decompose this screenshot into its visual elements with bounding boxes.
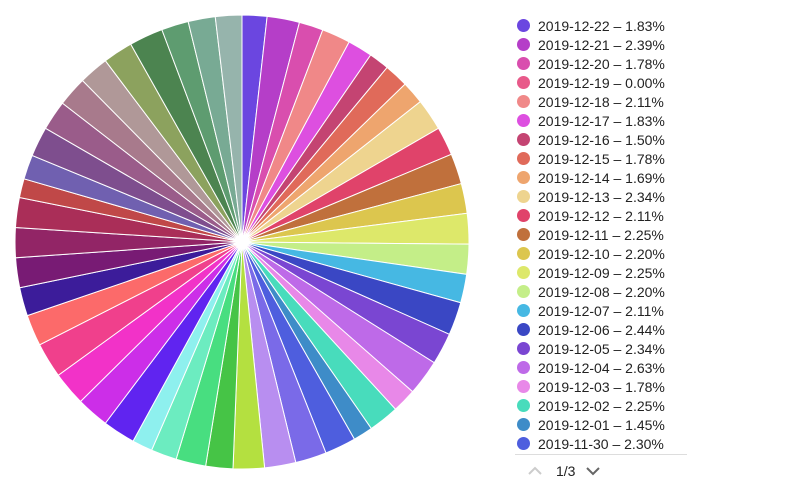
- legend-item[interactable]: 2019-12-22 – 1.83%: [515, 16, 690, 35]
- legend-swatch: [517, 76, 530, 89]
- legend-item[interactable]: 2019-12-11 – 2.25%: [515, 225, 690, 244]
- legend-label: 2019-12-14 – 1.69%: [538, 169, 665, 186]
- pie-chart: [14, 14, 470, 470]
- legend-item[interactable]: 2019-12-15 – 1.78%: [515, 149, 690, 168]
- legend-item[interactable]: 2019-12-19 – 0.00%: [515, 73, 690, 92]
- legend-divider: [515, 454, 687, 455]
- legend-swatch: [517, 190, 530, 203]
- legend-label: 2019-12-12 – 2.11%: [538, 207, 664, 224]
- legend-swatch: [517, 19, 530, 32]
- legend-swatch: [517, 57, 530, 70]
- legend-label: 2019-12-01 – 1.45%: [538, 416, 665, 433]
- legend-item[interactable]: 2019-12-06 – 2.44%: [515, 320, 690, 339]
- legend-label: 2019-12-20 – 1.78%: [538, 55, 665, 72]
- legend-label: 2019-12-11 – 2.25%: [538, 226, 664, 243]
- legend-item[interactable]: 2019-12-14 – 1.69%: [515, 168, 690, 187]
- legend-swatch: [517, 228, 530, 241]
- legend-label: 2019-12-06 – 2.44%: [538, 321, 665, 338]
- legend-item[interactable]: 2019-12-09 – 2.25%: [515, 263, 690, 282]
- legend-item[interactable]: 2019-12-20 – 1.78%: [515, 54, 690, 73]
- legend-label: 2019-12-03 – 1.78%: [538, 378, 665, 395]
- legend-swatch: [517, 133, 530, 146]
- legend-swatch: [517, 38, 530, 51]
- legend-item[interactable]: 2019-12-07 – 2.11%: [515, 301, 690, 320]
- legend-swatch: [517, 171, 530, 184]
- legend-swatch: [517, 342, 530, 355]
- legend-item[interactable]: 2019-12-05 – 2.34%: [515, 339, 690, 358]
- pie-slice-49[interactable]: [214, 14, 243, 243]
- legend-label: 2019-12-19 – 0.00%: [538, 74, 665, 91]
- legend-item[interactable]: 2019-12-03 – 1.78%: [515, 377, 690, 396]
- legend-swatch: [517, 95, 530, 108]
- legend-item[interactable]: 2019-12-10 – 2.20%: [515, 244, 690, 263]
- legend-label: 2019-11-30 – 2.30%: [538, 435, 664, 452]
- legend-swatch: [517, 209, 530, 222]
- pager-label: 1/3: [556, 463, 576, 479]
- legend-label: 2019-12-08 – 2.20%: [538, 283, 665, 300]
- legend-swatch: [517, 247, 530, 260]
- legend-item[interactable]: 2019-11-30 – 2.30%: [515, 434, 690, 453]
- legend-item[interactable]: 2019-12-04 – 2.63%: [515, 358, 690, 377]
- legend-swatch: [517, 266, 530, 279]
- legend-label: 2019-12-21 – 2.39%: [538, 36, 665, 53]
- legend-swatch: [517, 323, 530, 336]
- legend-item[interactable]: 2019-12-18 – 2.11%: [515, 92, 690, 111]
- legend-pager: 1/3: [527, 460, 601, 482]
- legend-item[interactable]: 2019-12-17 – 1.83%: [515, 111, 690, 130]
- legend-swatch: [517, 418, 530, 431]
- legend-item[interactable]: 2019-12-13 – 2.34%: [515, 187, 690, 206]
- legend-label: 2019-12-18 – 2.11%: [538, 93, 664, 110]
- legend-swatch: [517, 304, 530, 317]
- legend-label: 2019-12-04 – 2.63%: [538, 359, 665, 376]
- legend-label: 2019-12-09 – 2.25%: [538, 264, 665, 281]
- legend-item[interactable]: 2019-12-21 – 2.39%: [515, 35, 690, 54]
- legend-label: 2019-12-05 – 2.34%: [538, 340, 665, 357]
- legend-swatch: [517, 437, 530, 450]
- legend-label: 2019-12-07 – 2.11%: [538, 302, 664, 319]
- chevron-up-icon[interactable]: [527, 460, 543, 482]
- legend-label: 2019-12-13 – 2.34%: [538, 188, 665, 205]
- legend-label: 2019-12-10 – 2.20%: [538, 245, 665, 262]
- legend-label: 2019-12-02 – 2.25%: [538, 397, 665, 414]
- legend-swatch: [517, 152, 530, 165]
- legend-swatch: [517, 114, 530, 127]
- legend-item[interactable]: 2019-12-02 – 2.25%: [515, 396, 690, 415]
- legend-label: 2019-12-17 – 1.83%: [538, 112, 665, 129]
- legend-item[interactable]: 2019-12-01 – 1.45%: [515, 415, 690, 434]
- chevron-down-icon[interactable]: [585, 460, 601, 482]
- legend-item[interactable]: 2019-12-12 – 2.11%: [515, 206, 690, 225]
- legend: 2019-12-22 – 1.83% 2019-12-21 – 2.39% 2019…: [515, 16, 690, 453]
- legend-label: 2019-12-22 – 1.83%: [538, 17, 665, 34]
- legend-swatch: [517, 399, 530, 412]
- legend-swatch: [517, 361, 530, 374]
- legend-item[interactable]: 2019-12-16 – 1.50%: [515, 130, 690, 149]
- legend-item[interactable]: 2019-12-08 – 2.20%: [515, 282, 690, 301]
- legend-label: 2019-12-16 – 1.50%: [538, 131, 665, 148]
- legend-swatch: [517, 380, 530, 393]
- legend-swatch: [517, 285, 530, 298]
- legend-label: 2019-12-15 – 1.78%: [538, 150, 665, 167]
